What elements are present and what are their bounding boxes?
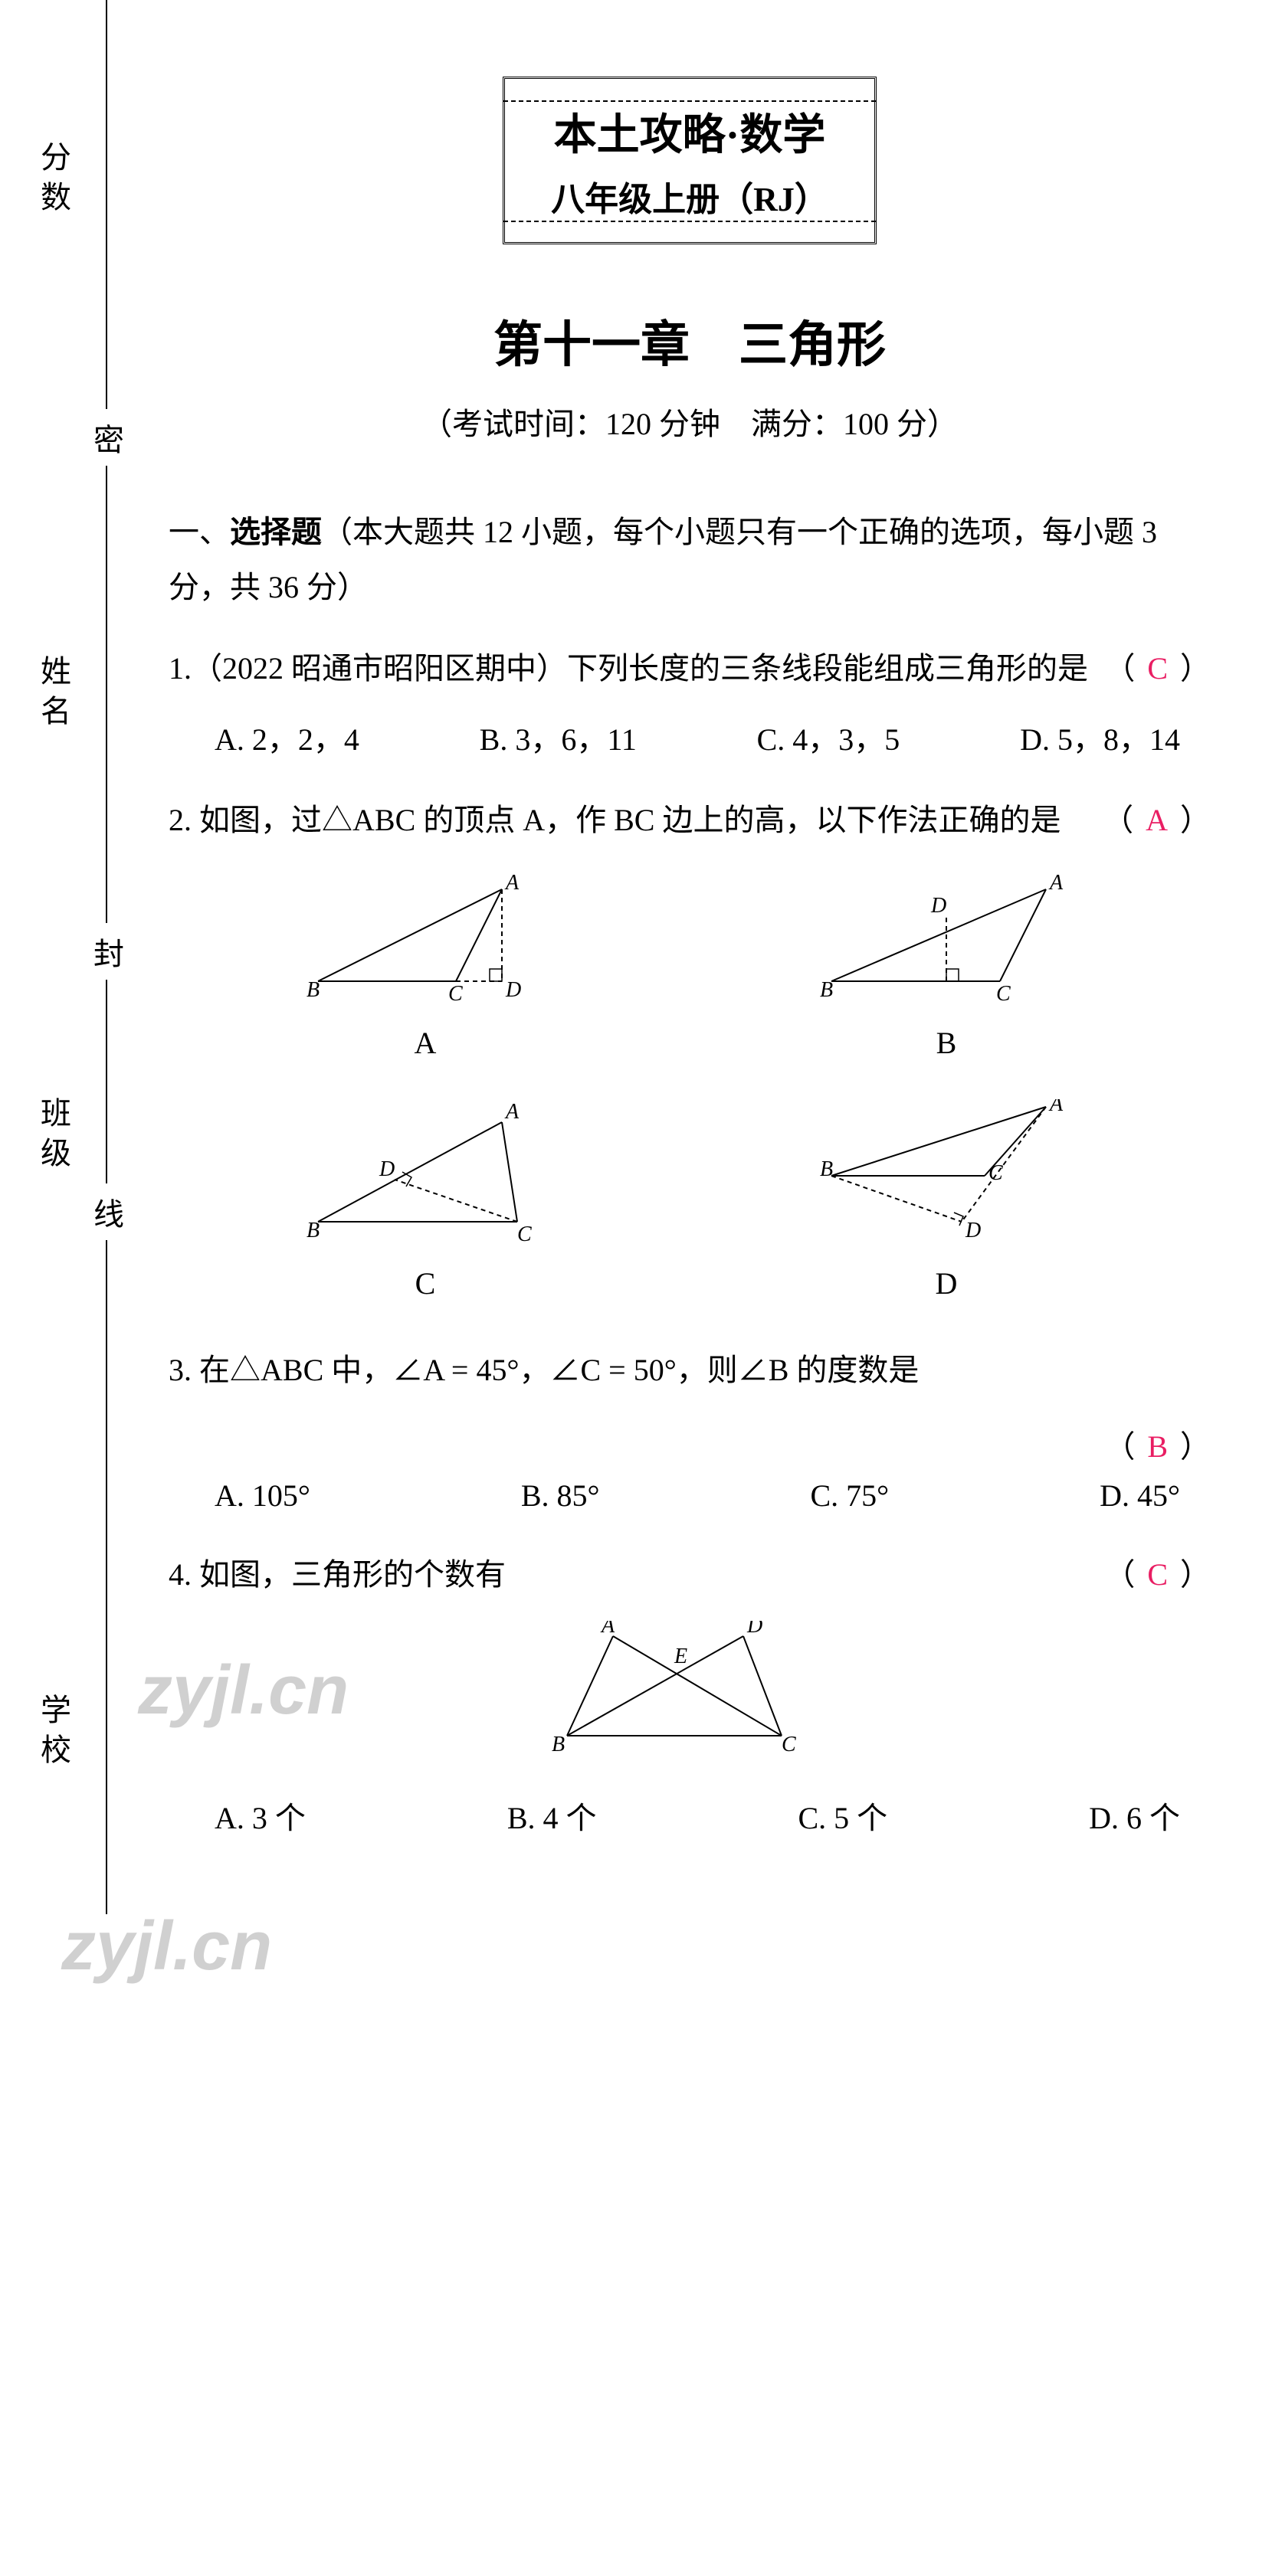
svg-text:D: D	[379, 1157, 395, 1181]
q2-figure-row-1: BC AD A BC AD B	[169, 874, 1211, 1061]
q1-options: A. 2，2，4 B. 3，6，11 C. 4，3，5 D. 5，8，14	[215, 715, 1211, 759]
svg-text:B: B	[307, 978, 320, 1002]
q1-opt-a: A. 2，2，4	[215, 715, 359, 759]
sidebar-name: 姓名	[0, 514, 106, 875]
q4-opt-c: C. 5 个	[798, 1793, 887, 1838]
q3-opt-d: D. 45°	[1100, 1478, 1180, 1514]
watermark-2: zyjl.cn	[138, 1651, 349, 1730]
svg-text:A: A	[504, 874, 520, 895]
q3-text: 3. 在△ABC 中，∠A = 45°，∠C = 50°，则∠B 的度数是	[169, 1353, 919, 1387]
q4-answer-paren: （C）	[1104, 1544, 1211, 1605]
q4-text: 4. 如图，三角形的个数有	[169, 1557, 506, 1592]
svg-text:C: C	[996, 982, 1011, 1006]
q1-answer: C	[1135, 651, 1180, 686]
triangle-a-icon: B C A D	[303, 874, 548, 1012]
svg-text:A: A	[600, 1621, 615, 1638]
q2-fig-a-label: A	[303, 1025, 548, 1061]
seal-section-2: 封	[0, 875, 106, 1028]
question-1: 1.（2022 昭通市昭阳区期中）下列长度的三条线段能组成三角形的是 （C）	[169, 638, 1211, 699]
chapter-title: 第十一章 三角形	[169, 306, 1211, 376]
svg-text:B: B	[820, 1157, 833, 1181]
triangle-b-icon: B C A D	[816, 874, 1077, 1012]
question-4: 4. 如图，三角形的个数有 （C）	[169, 1544, 1211, 1605]
q2-answer-paren: （A）	[1103, 790, 1211, 851]
q3-opt-a: A. 105°	[215, 1478, 310, 1514]
q3-opt-b: B. 85°	[521, 1478, 600, 1514]
q2-answer: A	[1133, 803, 1180, 837]
sidebar: 分数 密 姓名 封 班级 线 学校	[0, 0, 107, 1914]
q2-text: 2. 如图，过△ABC 的顶点 A，作 BC 边上的高，以下作法正确的是	[169, 803, 1061, 837]
watermark-1: zyjl.cn	[61, 1907, 272, 1986]
q4-figure: zyjl.cn AD BC E	[169, 1621, 1211, 1770]
q3-answer: B	[1135, 1429, 1180, 1464]
q2-fig-a: BC AD A	[303, 874, 548, 1061]
sidebar-score: 分数	[0, 0, 106, 361]
q3-answer-line: （B）	[169, 1416, 1211, 1462]
q1-opt-b: B. 3，6，11	[480, 715, 637, 759]
title-box: 本土攻略·数学 八年级上册（RJ）	[503, 77, 877, 244]
svg-text:D: D	[930, 894, 946, 918]
seal-char-feng: 封	[93, 923, 124, 980]
section-prefix: 一、	[169, 515, 230, 549]
q4-opt-a: A. 3 个	[215, 1793, 306, 1838]
sidebar-label-score: 分数	[31, 141, 75, 221]
svg-text:A: A	[504, 1100, 520, 1124]
svg-text:C: C	[448, 982, 463, 1006]
q4-opt-d: D. 6 个	[1089, 1793, 1180, 1838]
q1-opt-d: D. 5，8，14	[1020, 715, 1180, 759]
svg-text:C: C	[988, 1161, 1003, 1185]
svg-text:B: B	[307, 1219, 320, 1242]
question-2: 2. 如图，过△ABC 的顶点 A，作 BC 边上的高，以下作法正确的是 （A）	[169, 790, 1211, 851]
q2-figure-row-2: BC AD C BC AD D	[169, 1099, 1211, 1301]
sidebar-label-school: 学校	[31, 1694, 75, 1773]
q2-fig-b: BC AD B	[816, 874, 1077, 1061]
sidebar-class2	[0, 1337, 106, 1553]
svg-text:D: D	[746, 1621, 762, 1638]
title-main: 本土攻略·数学	[551, 100, 828, 162]
svg-text:C: C	[782, 1733, 796, 1756]
sidebar-label-name: 姓名	[31, 655, 75, 735]
seal-char-xian: 线	[93, 1183, 124, 1240]
q2-fig-d: B C A D D	[816, 1099, 1077, 1301]
svg-text:D: D	[505, 978, 521, 1002]
q1-answer-paren: （C）	[1104, 638, 1211, 699]
q2-fig-c-label: C	[303, 1265, 548, 1301]
svg-text:D: D	[965, 1219, 981, 1242]
content-area: 本土攻略·数学 八年级上册（RJ） 第十一章 三角形 （考试时间：120 分钟 …	[107, 0, 1272, 1914]
question-3: 3. 在△ABC 中，∠A = 45°，∠C = 50°，则∠B 的度数是	[169, 1340, 1211, 1401]
svg-text:E: E	[674, 1645, 687, 1668]
triangle-c-icon: B C A D	[303, 1099, 548, 1252]
q2-fig-c: BC AD C	[303, 1099, 548, 1301]
sidebar-label-class: 班级	[31, 1097, 75, 1177]
q1-opt-c: C. 4，3，5	[757, 715, 900, 759]
q3-opt-c: C. 75°	[810, 1478, 889, 1514]
seal-section-3: 线	[0, 1245, 106, 1337]
section-1-header: 一、选择题（本大题共 12 小题，每个小题只有一个正确的选项，每小题 3 分，共…	[169, 505, 1211, 615]
q3-options: A. 105° B. 85° C. 75° D. 45°	[215, 1478, 1211, 1514]
sidebar-school: 学校	[0, 1553, 106, 1914]
svg-text:C: C	[517, 1223, 532, 1246]
q4-options: A. 3 个 B. 4 个 C. 5 个 D. 6 个	[215, 1793, 1211, 1838]
q2-fig-b-label: B	[816, 1025, 1077, 1061]
q4-triangle-icon: A D B C E	[552, 1621, 828, 1766]
svg-text:A: A	[1048, 1099, 1064, 1116]
sidebar-class: 班级	[0, 1028, 106, 1245]
q2-fig-d-label: D	[816, 1265, 1077, 1301]
q4-answer: C	[1135, 1557, 1180, 1592]
triangle-d-icon: B C A D	[816, 1099, 1077, 1252]
svg-text:B: B	[552, 1733, 565, 1756]
seal-char-mi: 密	[93, 409, 124, 466]
q4-opt-b: B. 4 个	[507, 1793, 597, 1838]
section-bold: 选择题	[230, 515, 322, 549]
seal-section-1: 密	[0, 361, 106, 514]
q1-text: 1.（2022 昭通市昭阳区期中）下列长度的三条线段能组成三角形的是	[169, 651, 1088, 686]
exam-info: （考试时间：120 分钟 满分：100 分）	[169, 399, 1211, 444]
title-sub: 八年级上册（RJ）	[551, 172, 828, 221]
page-root: 分数 密 姓名 封 班级 线 学校 本土攻略·数学 八年级上册（RJ） 第十一章…	[0, 0, 1272, 1914]
svg-text:B: B	[820, 978, 833, 1002]
svg-text:A: A	[1048, 874, 1064, 895]
q3-answer-paren: （B）	[1104, 1416, 1211, 1478]
